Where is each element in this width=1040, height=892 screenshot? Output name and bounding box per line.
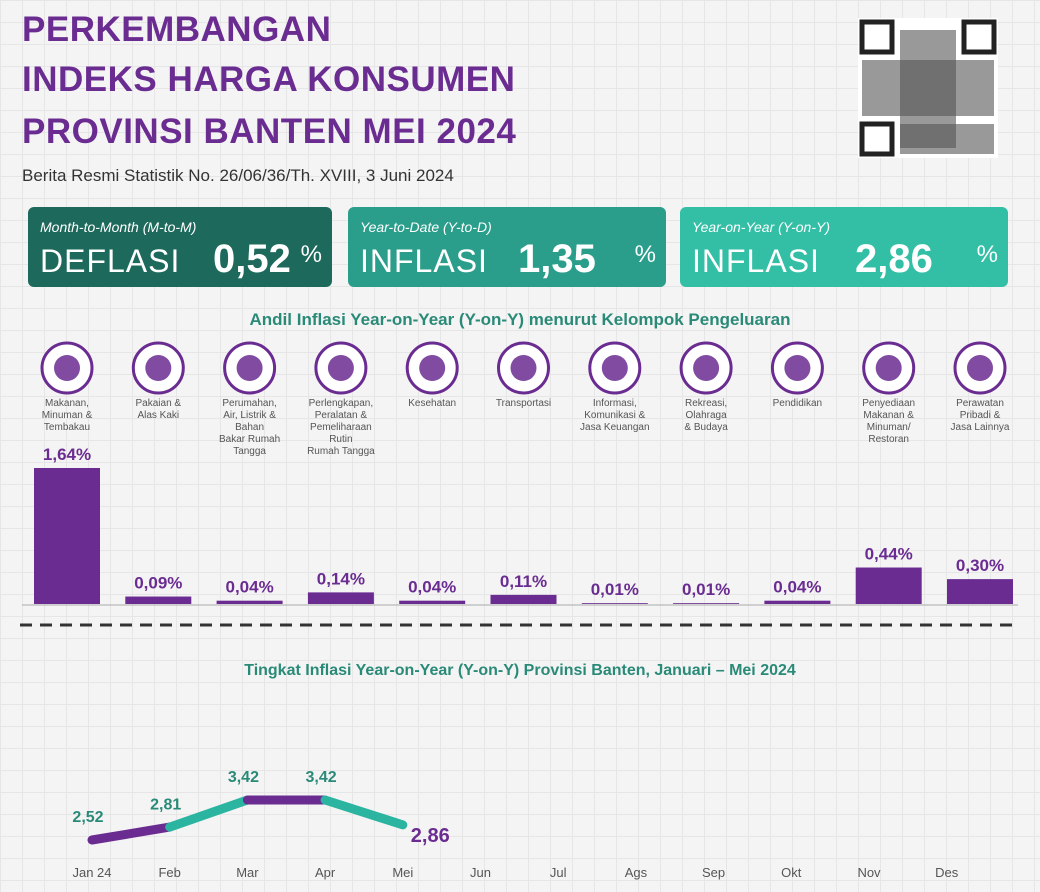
card-period: Year-to-Date (Y-to-D) [360,219,492,235]
x-tick-label: Jul [550,865,567,880]
x-tick-label: Des [935,865,959,880]
summary-card: Year-to-Date (Y-to-D) INFLASI 1,35% [348,207,666,287]
value-label: 0,44% [865,545,913,564]
card-period: Month-to-Month (M-to-M) [40,219,197,235]
title-line: PROVINSI BANTEN MEI 2024 [22,112,517,151]
x-tick-label: Okt [781,865,802,880]
x-tick-label: Mei [392,865,413,880]
value-label: 3,42 [228,769,259,786]
category-label: Kesehatan [408,398,457,409]
bar [399,600,466,604]
card-value: 1,35 [518,237,596,281]
x-tick-label: Sep [702,865,725,880]
bar [490,594,557,604]
line-segment [87,822,175,845]
bar [307,592,374,604]
bar [947,579,1013,604]
value-label: 0,04% [225,578,273,597]
x-tick-label: Ags [625,865,648,880]
x-tick-label: Mar [236,865,259,880]
card-unit: % [300,241,322,268]
value-label: 2,86 [411,825,450,847]
bar [673,603,740,604]
category-icon-inner [236,355,263,381]
bar [34,468,100,604]
card-value: 0,52 [213,237,291,281]
bar [125,596,192,604]
value-label: 0,09% [134,574,182,593]
value-label: 0,11% [500,572,547,591]
value-label: 2,52 [72,809,103,826]
value-label: 1,64% [43,445,91,464]
value-label: 0,01% [591,580,639,599]
line-segment [320,795,408,830]
category-label: Informasi, Komunikasi & Jasa Keuangan [580,398,650,433]
value-label: 0,30% [956,556,1004,575]
category-icon-inner [967,355,993,381]
x-tick-label: Jan 24 [72,865,111,880]
category-icon-inner [875,355,902,381]
category-icon-inner [54,355,80,381]
x-tick-label: Feb [158,865,180,880]
category-label: Perumahan, Air, Listrik & Bahan Bakar Ru… [219,398,281,457]
category-label: Pendidikan [772,398,823,409]
x-tick-label: Nov [857,865,881,880]
summary-card: Year-on-Year (Y-on-Y) INFLASI 2,86% [680,207,1008,287]
card-unit: % [976,241,998,268]
qr-code [858,18,998,158]
chart-title: Andil Inflasi Year-on-Year (Y-on-Y) menu… [249,310,791,329]
title-line: PERKEMBANGAN [22,10,332,49]
category-label: Transportasi [495,398,552,409]
x-tick-label: Jun [470,865,491,880]
card-label: DEFLASI [40,243,181,279]
value-label: 0,01% [682,580,730,599]
subtitle: Berita Resmi Statistik No. 26/06/36/Th. … [22,166,454,185]
category-icon-inner [784,355,811,381]
category-label: Makanan, Minuman & Tembakau [41,398,93,433]
x-tick-label: Apr [315,865,336,880]
card-label: INFLASI [692,243,820,279]
category-icon-inner [601,355,628,381]
card-label: INFLASI [360,243,488,279]
bar [855,567,922,604]
card-period: Year-on-Year (Y-on-Y) [692,219,830,235]
value-label: 0,04% [408,578,456,597]
card-unit: % [634,241,656,268]
bar [216,600,283,604]
category-label: Perawatan Pribadi & Jasa Lainnya [950,398,1010,433]
line-segment [165,795,252,832]
category-label: Pakaian & Alas Kaki [135,398,182,421]
card-value: 2,86 [855,237,933,281]
category-label: Rekreasi, Olahraga & Budaya [684,398,728,433]
category-label: Perlengkapan, Peralatan & Pemeliharaan R… [307,398,375,457]
bar [581,603,648,604]
value-label: 3,42 [306,769,337,786]
summary-card: Month-to-Month (M-to-M) DEFLASI 0,52% [28,207,332,287]
category-icon-inner [510,355,537,381]
title-line: INDEKS HARGA KONSUMEN [22,60,516,99]
category-icon-inner [693,355,720,381]
category-icon-inner [327,355,354,381]
value-label: 0,14% [317,569,365,588]
category-icon-inner [419,355,446,381]
value-label: 2,81 [150,796,181,813]
category-label: Penyediaan Makanan & Minuman/ Restoran [862,398,916,445]
category-icon-inner [145,355,172,381]
bar [764,600,831,604]
value-label: 0,04% [773,578,821,597]
chart-title: Tingkat Inflasi Year-on-Year (Y-on-Y) Pr… [244,662,796,679]
